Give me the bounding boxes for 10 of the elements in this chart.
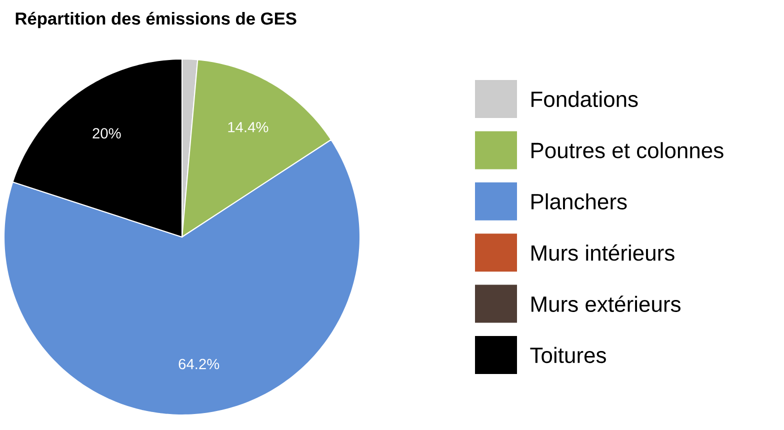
legend-label: Fondations <box>532 90 638 108</box>
legend-label: Murs intérieurs <box>532 244 674 261</box>
legend-label: Poutres et colonnes <box>532 142 724 158</box>
legend-label: Toitures <box>530 346 606 364</box>
legend-label: Planchers <box>532 193 627 210</box>
data-label: 20% <box>92 128 121 139</box>
data-label: 14.4% <box>228 122 268 132</box>
legend-label: Murs extérieurs <box>532 296 680 312</box>
chart-title: Répartition des émissions de GES <box>16 12 296 28</box>
data-label: 64.2% <box>178 358 220 370</box>
